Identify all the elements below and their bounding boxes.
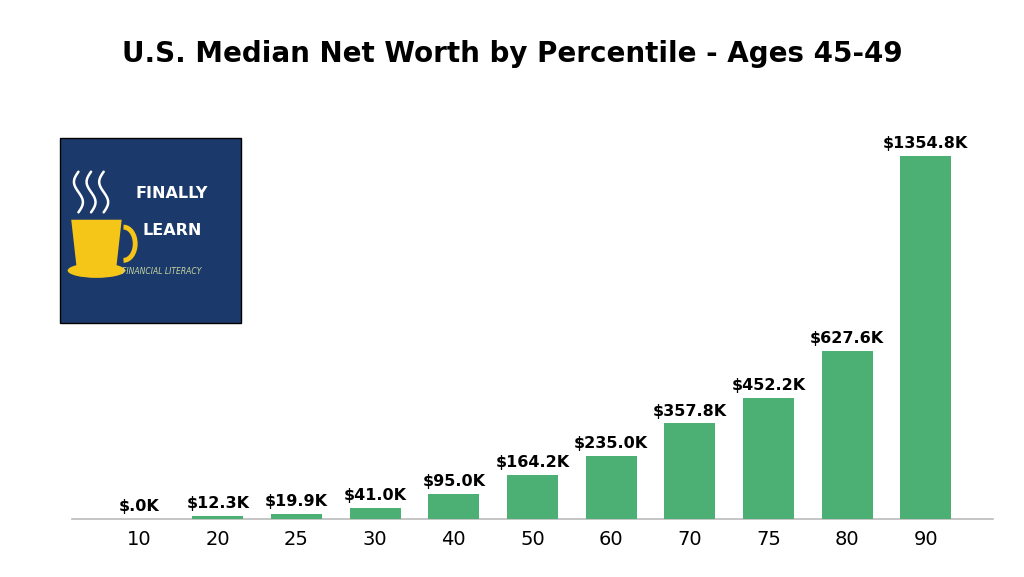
Bar — [665, 424, 716, 519]
Bar — [586, 456, 637, 519]
Text: $12.3K: $12.3K — [186, 496, 249, 511]
Text: FINANCIAL LITERACY: FINANCIAL LITERACY — [122, 267, 201, 276]
Text: $357.8K: $357.8K — [652, 403, 727, 418]
Bar — [271, 514, 322, 519]
Text: $.0K: $.0K — [119, 500, 160, 515]
Text: LEARN: LEARN — [142, 223, 202, 238]
Bar — [428, 494, 479, 519]
Ellipse shape — [68, 263, 125, 278]
Text: $19.9K: $19.9K — [265, 494, 328, 509]
Bar — [821, 351, 872, 519]
Text: $41.0K: $41.0K — [344, 489, 407, 504]
Text: U.S. Median Net Worth by Percentile - Ages 45-49: U.S. Median Net Worth by Percentile - Ag… — [122, 40, 902, 69]
Bar — [193, 516, 244, 519]
Bar — [349, 508, 400, 519]
Text: $627.6K: $627.6K — [810, 331, 884, 346]
Polygon shape — [72, 220, 122, 268]
Bar — [507, 475, 558, 519]
Bar — [900, 156, 951, 519]
Text: $95.0K: $95.0K — [422, 474, 485, 489]
Bar — [743, 398, 794, 519]
Text: $164.2K: $164.2K — [496, 455, 569, 470]
Text: FINALLY: FINALLY — [136, 186, 208, 201]
Text: $452.2K: $452.2K — [731, 379, 806, 394]
Text: $1354.8K: $1354.8K — [883, 136, 969, 151]
FancyBboxPatch shape — [60, 138, 241, 323]
Text: $235.0K: $235.0K — [574, 436, 648, 451]
